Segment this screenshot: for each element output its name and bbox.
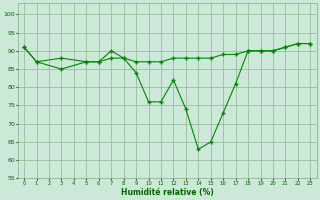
X-axis label: Humidité relative (%): Humidité relative (%) [121, 188, 213, 197]
